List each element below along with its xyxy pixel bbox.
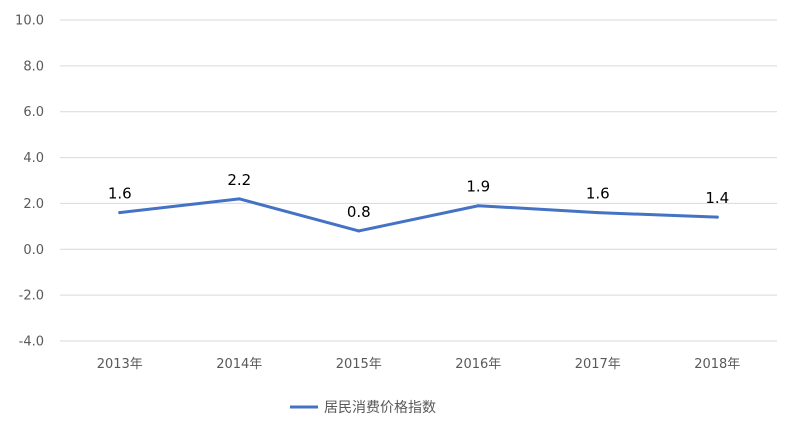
y-tick-label: 6.0 <box>23 105 44 120</box>
data-point <box>118 211 122 215</box>
data-point <box>357 229 361 233</box>
gridlines <box>60 19 777 342</box>
data-point <box>596 211 600 215</box>
x-tick-label: 2015年 <box>336 357 382 372</box>
data-point <box>476 204 480 208</box>
x-tick-label: 2018年 <box>694 357 740 372</box>
series-layer <box>118 197 719 233</box>
y-tick-label: 10.0 <box>15 14 44 29</box>
legend-label: 居民消费价格指数 <box>324 400 436 416</box>
data-label: 0.8 <box>347 203 371 221</box>
y-tick-label: 8.0 <box>23 59 44 74</box>
x-tick-label: 2014年 <box>216 357 262 372</box>
data-label: 1.6 <box>586 185 610 203</box>
x-tick-label: 2016年 <box>455 357 501 372</box>
legend: 居民消费价格指数 <box>290 400 436 416</box>
y-tick-label: -2.0 <box>19 289 44 304</box>
x-tick-label: 2013年 <box>97 357 143 372</box>
y-tick-label: -4.0 <box>19 335 44 350</box>
x-axis-ticks: 2013年 2014年 2015年 2016年 2017年 2018年 <box>97 357 741 372</box>
y-tick-label: 2.0 <box>23 197 44 212</box>
series-line <box>118 197 719 233</box>
x-tick-label: 2017年 <box>575 357 621 372</box>
y-tick-label: 0.0 <box>23 243 44 258</box>
y-axis-ticks: 10.0 8.0 6.0 4.0 2.0 0.0 -2.0 -4.0 <box>15 14 44 350</box>
y-tick-label: 4.0 <box>23 151 44 166</box>
data-label: 2.2 <box>227 171 251 189</box>
data-point <box>715 215 719 219</box>
data-label: 1.4 <box>705 189 729 207</box>
data-labels: 1.6 2.2 0.8 1.9 1.6 1.4 <box>108 171 729 221</box>
data-point <box>237 197 241 201</box>
data-label: 1.9 <box>466 178 490 196</box>
data-label: 1.6 <box>108 185 132 203</box>
